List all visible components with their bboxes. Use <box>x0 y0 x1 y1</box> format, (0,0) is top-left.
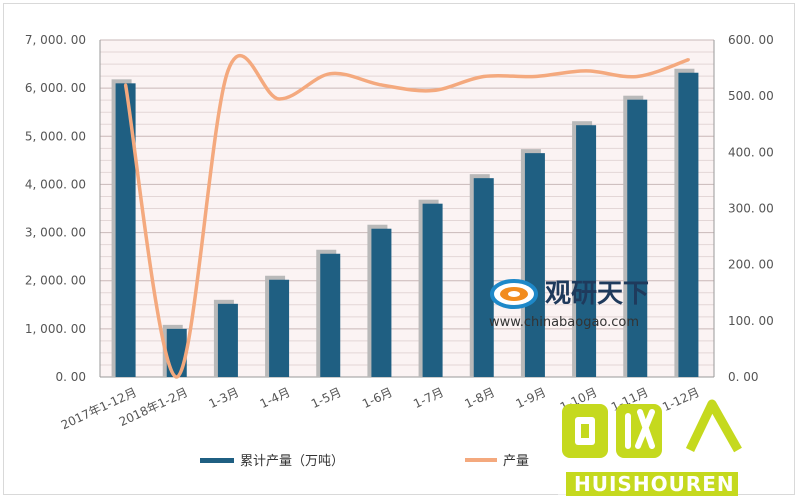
x-tick-label: 1-8月 <box>462 385 497 411</box>
grid-lines <box>99 39 715 378</box>
bar <box>473 178 494 377</box>
y-left-tick-label: 7, 000. 00 <box>25 33 86 47</box>
x-tick-label: 1-7月 <box>411 385 446 411</box>
y-axis-left: 0. 00 1, 000. 00 2, 000. 00 3, 000. 00 4, 00… <box>25 33 86 384</box>
legend-swatch-bar <box>200 458 234 463</box>
y-left-tick-label: 0. 00 <box>55 370 86 384</box>
bar <box>320 253 341 377</box>
x-tick-label: 1-9月 <box>514 385 549 411</box>
y-left-tick-label: 1, 000. 00 <box>25 322 86 336</box>
recycle-logo-icon <box>562 399 742 458</box>
line-point <box>431 89 435 93</box>
y-right-tick-label: 400. 00 <box>728 145 774 159</box>
x-tick-label: 1-12月 <box>660 385 701 414</box>
bar <box>627 99 648 377</box>
x-tick-label: 1-6月 <box>360 385 395 411</box>
y-left-tick-label: 2, 000. 00 <box>25 274 86 288</box>
y-axis-right: 0. 00 100. 00 200. 00 300. 00 400. 00 500. 00… <box>728 33 774 384</box>
line-point <box>277 97 281 101</box>
line-point <box>686 58 690 62</box>
line-point <box>635 75 639 79</box>
bar <box>115 83 136 377</box>
y-right-tick-label: 100. 00 <box>728 314 774 328</box>
legend-label-bar: 累计产量（万吨） <box>240 454 344 469</box>
line-point <box>379 83 383 87</box>
line-path <box>123 53 689 379</box>
watermark: 观研天下 www.chinabaogao.com <box>489 279 649 330</box>
y-right-tick-label: 600. 00 <box>728 33 774 47</box>
corner-logo-band <box>566 472 738 496</box>
bar <box>422 203 443 377</box>
line-point <box>226 69 230 73</box>
y-right-tick-label: 500. 00 <box>728 89 774 103</box>
x-tick-label: 1-3月 <box>207 385 242 411</box>
bar <box>576 125 597 377</box>
line-series <box>123 53 690 379</box>
x-tick-label: 1-5月 <box>309 385 344 411</box>
line-point <box>124 83 128 87</box>
bar <box>217 303 238 377</box>
watermark-logo-icon <box>490 279 538 309</box>
y-left-tick-label: 6, 000. 00 <box>25 81 86 95</box>
bar <box>269 279 290 377</box>
y-right-tick-label: 200. 00 <box>728 258 774 272</box>
bar <box>371 228 392 377</box>
bar <box>678 72 699 377</box>
line-point <box>533 75 537 79</box>
line-point <box>328 72 332 76</box>
corner-logo-text: HUISHOUREN <box>574 472 735 496</box>
y-left-tick-label: 5, 000. 00 <box>25 129 86 143</box>
chart-frame <box>3 3 795 495</box>
y-right-tick-label: 300. 00 <box>728 202 774 216</box>
legend-label-line: 产量 <box>503 454 529 469</box>
watermark-url: www.chinabaogao.com <box>489 315 639 330</box>
bar-series <box>111 68 699 377</box>
y-right-tick-label: 0. 00 <box>728 370 759 384</box>
line-point <box>584 69 588 73</box>
y-left-tick-label: 4, 000. 00 <box>25 177 86 191</box>
watermark-brand: 观研天下 <box>545 279 649 309</box>
corner-logo: HUISHOUREN <box>558 399 742 496</box>
line-point <box>175 375 179 379</box>
bar <box>524 153 545 377</box>
legend: 累计产量（万吨） 产量 <box>200 454 529 469</box>
line-point <box>482 75 486 79</box>
x-tick-label: 1-4月 <box>258 385 293 411</box>
y-left-tick-label: 3, 000. 00 <box>25 226 86 240</box>
